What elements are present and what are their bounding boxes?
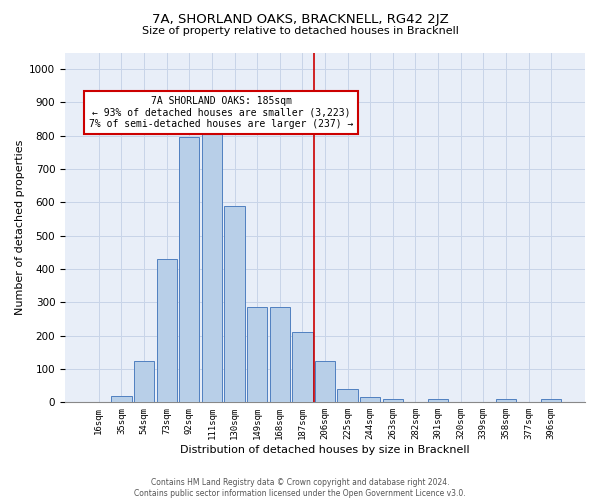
Bar [315,360,335,403]
Bar [224,206,245,402]
Bar [541,399,562,402]
Bar [202,132,222,402]
Bar [337,389,358,402]
Bar [179,138,199,402]
Text: 7A SHORLAND OAKS: 185sqm
← 93% of detached houses are smaller (3,223)
7% of semi: 7A SHORLAND OAKS: 185sqm ← 93% of detach… [89,96,353,130]
Text: Size of property relative to detached houses in Bracknell: Size of property relative to detached ho… [142,26,458,36]
Bar [292,332,313,402]
Bar [111,396,131,402]
Bar [269,308,290,402]
Y-axis label: Number of detached properties: Number of detached properties [15,140,25,315]
Text: 7A, SHORLAND OAKS, BRACKNELL, RG42 2JZ: 7A, SHORLAND OAKS, BRACKNELL, RG42 2JZ [152,12,448,26]
Bar [496,399,516,402]
Bar [360,398,380,402]
Bar [157,259,177,402]
Bar [247,308,268,402]
Text: Contains HM Land Registry data © Crown copyright and database right 2024.
Contai: Contains HM Land Registry data © Crown c… [134,478,466,498]
Bar [383,399,403,402]
Bar [134,360,154,403]
X-axis label: Distribution of detached houses by size in Bracknell: Distribution of detached houses by size … [180,445,470,455]
Bar [428,399,448,402]
